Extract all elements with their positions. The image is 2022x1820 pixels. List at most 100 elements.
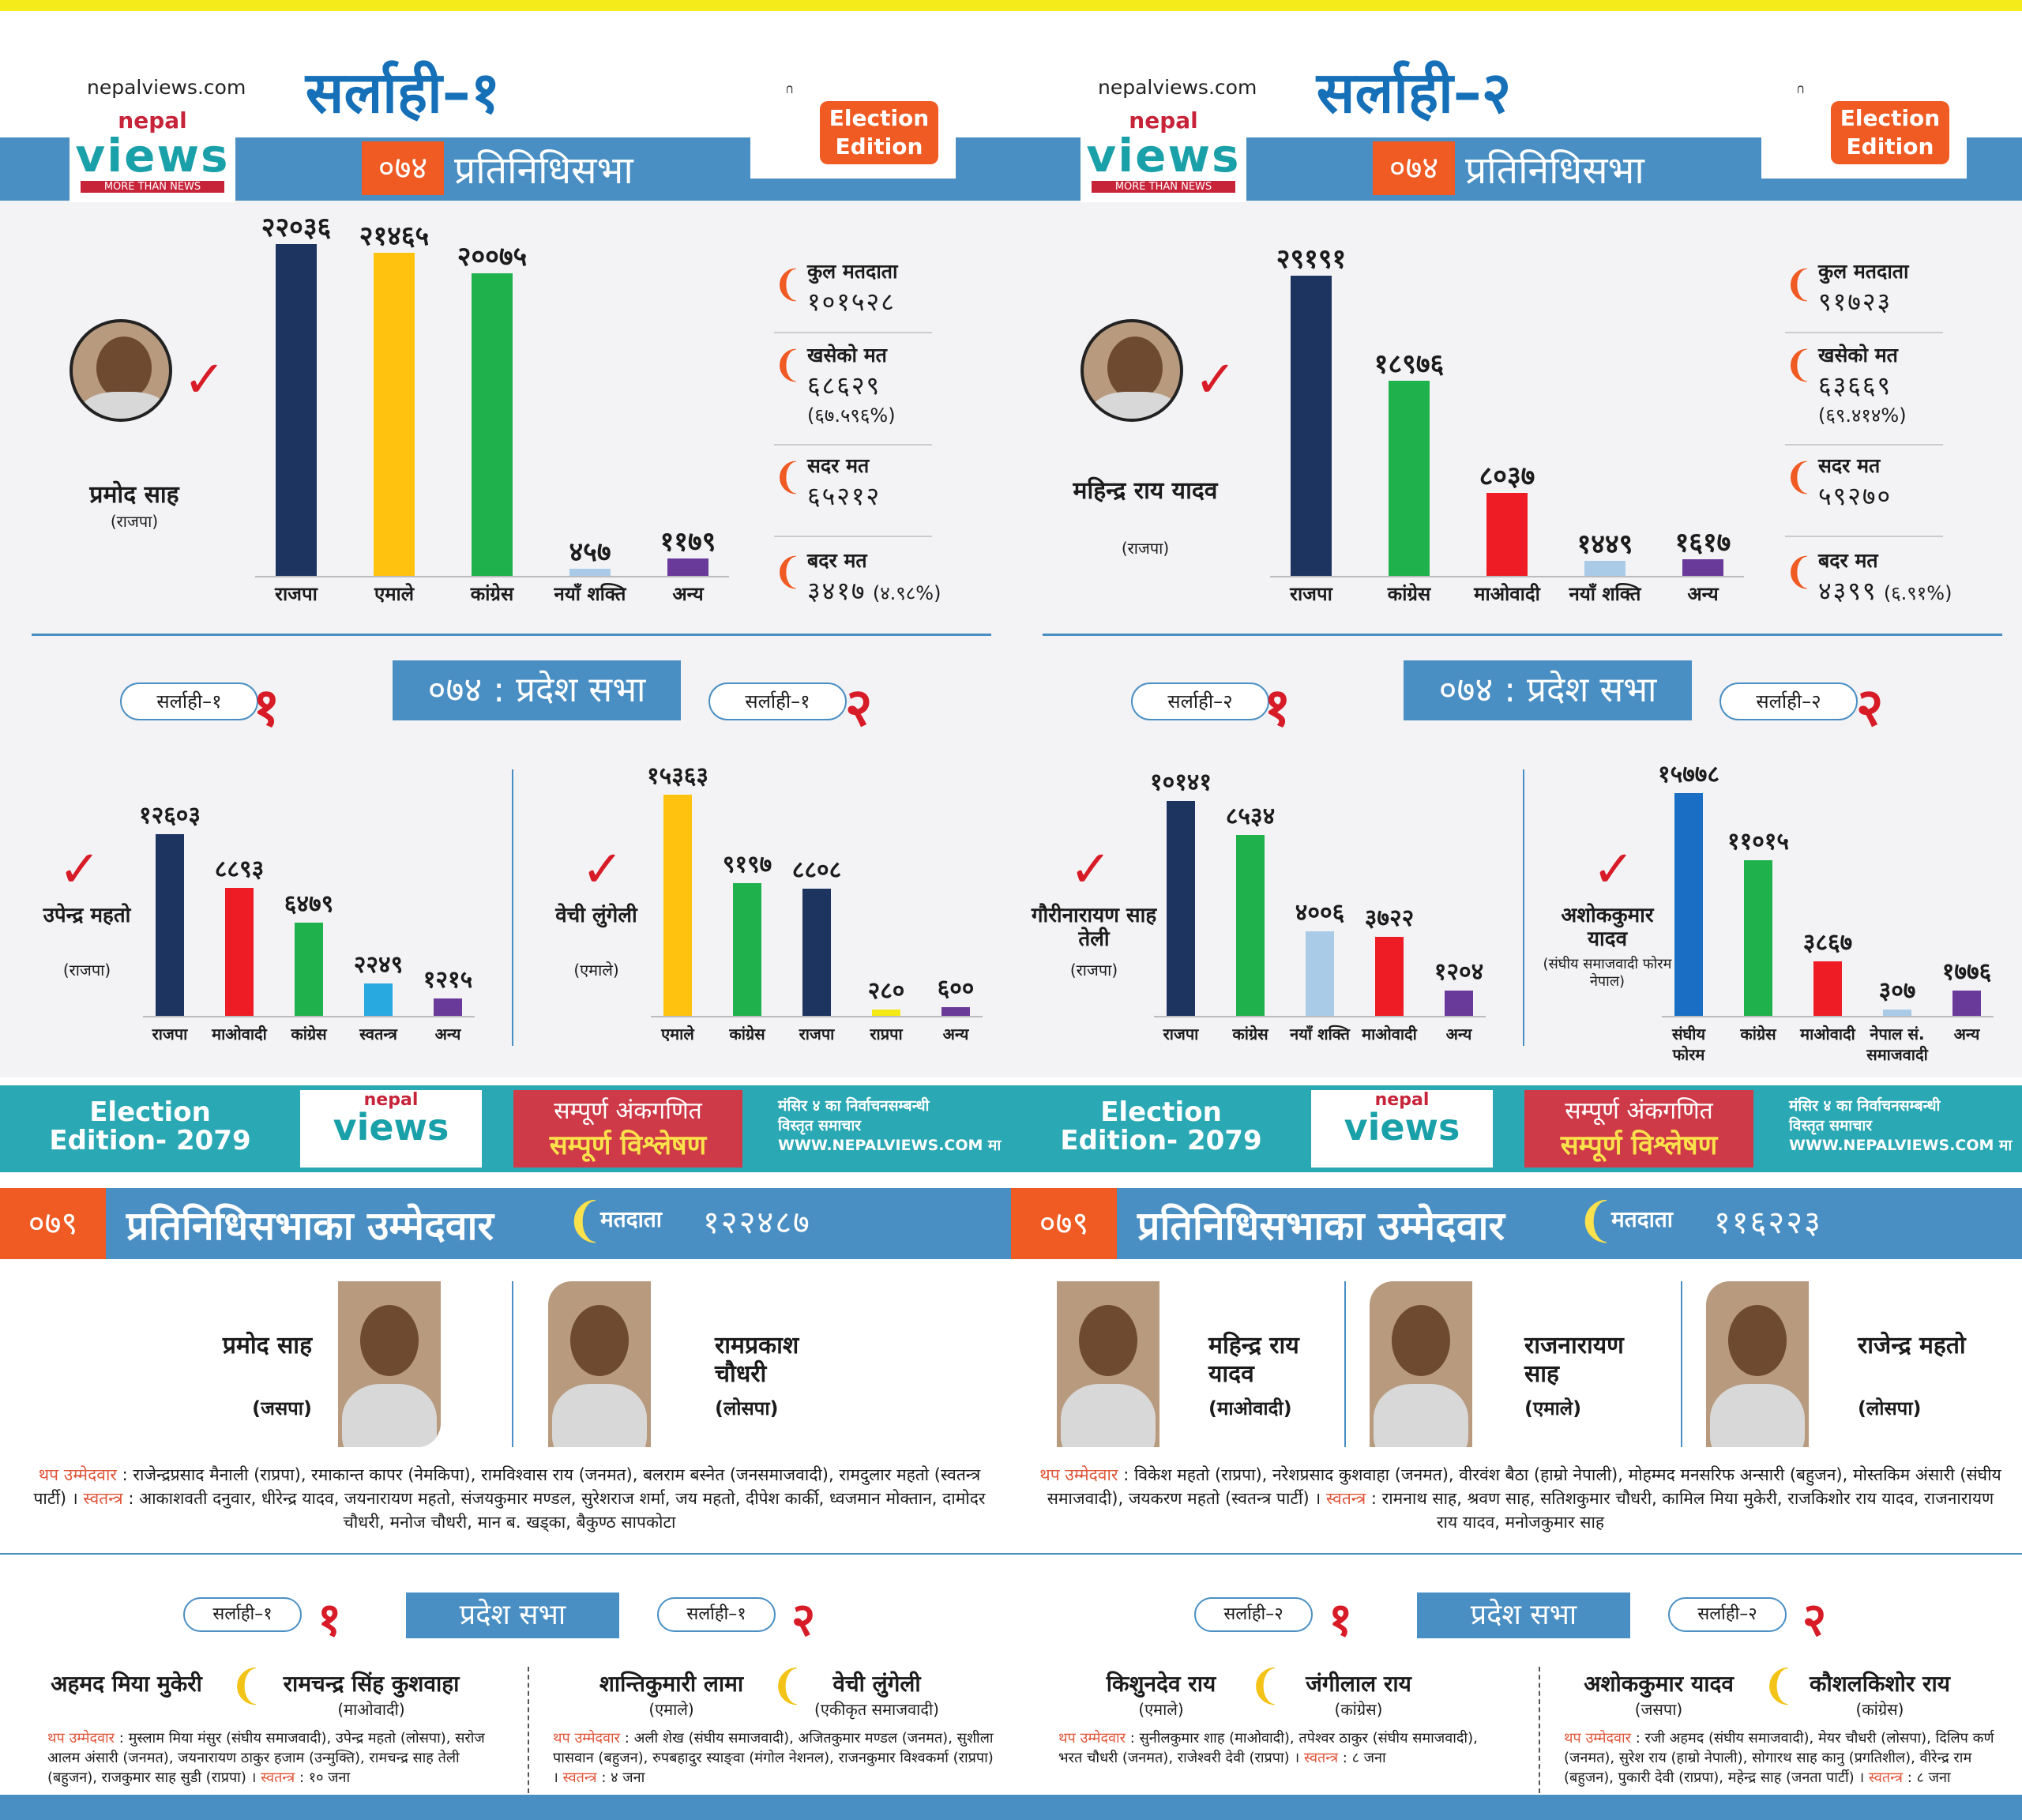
divider <box>774 536 932 537</box>
promo-banner[interactable]: Election Edition- 2079 nepal views सम्पूर… <box>0 1085 1011 1172</box>
category-label: कांग्रेस <box>729 1025 765 1043</box>
divider <box>1785 332 1943 333</box>
category-label: कांग्रेस <box>1387 583 1431 605</box>
category-label: कांग्रेस <box>470 583 514 605</box>
ps-pill-1: सर्लाही–२ <box>1194 1597 1313 1632</box>
logo-main: views <box>1344 1106 1460 1149</box>
stat-total-voters: कुल मतदाता १०१५२८ <box>807 258 898 318</box>
divider <box>1785 536 1943 537</box>
indep-count: ८ जना <box>1916 1769 1951 1786</box>
stat-value: ६५२१२ <box>807 481 881 511</box>
winner-check-icon: ✓ <box>1194 351 1237 409</box>
bar-value-label: ८०३७ <box>1479 461 1535 492</box>
house-label: प्रतिनिधिसभा <box>1465 149 1644 193</box>
stat-label: बदर मत <box>1818 549 1878 572</box>
winner-check-icon: ✓ <box>183 351 226 409</box>
bar-value-label: २२४९ <box>353 951 404 979</box>
banner-line: विस्तृत समाचार <box>778 1117 862 1134</box>
extra-candidates: थप उम्मेदवार : राजेन्द्रप्रसाद मैनाली (र… <box>33 1465 986 1532</box>
candidate-photo <box>1706 1281 1809 1447</box>
category-label: नयाँ शक्ति <box>554 583 626 605</box>
stat-label: बदर मत <box>807 549 867 572</box>
bar-2 <box>472 273 513 576</box>
candidate-name: प्रमोद साह <box>222 1332 312 1359</box>
indep-key: स्वतन्त्र <box>261 1769 295 1786</box>
logo-tagline: MORE THAN NEWS <box>81 181 224 193</box>
winner-party: (राजपा) <box>110 512 159 531</box>
bar-value-label: ४००६ <box>1295 899 1345 927</box>
banner-logo: nepal views <box>300 1090 482 1168</box>
banner-url: WWW.NEPALVIEWS.COM मा <box>1789 1137 2013 1154</box>
indep-key: स्वतन्त्र <box>1303 1750 1339 1766</box>
indep-text: रामनाथ साह, श्रवण साह, सतिशकुमार चौधरी, … <box>1381 1489 1994 1532</box>
ps-party: (माओवादी) <box>337 1700 405 1719</box>
ps-extra-2: थप उम्मेदवार : अली शेख (संघीय समाजवादी),… <box>553 1730 994 1786</box>
ps-title: प्रदेश सभा <box>1417 1592 1630 1638</box>
category-label: कांग्रेस <box>1232 1025 1268 1043</box>
winner-check-icon: ✓ <box>581 840 624 899</box>
promo-banner[interactable]: Election Edition- 2079 nepal views सम्पूर… <box>1011 1085 2022 1172</box>
bar-3 <box>1375 937 1404 1016</box>
chart-axis <box>1270 576 1744 577</box>
bar-value-label: २९१९१ <box>1276 243 1347 275</box>
bar-4 <box>1682 559 1723 576</box>
bar-2 <box>1486 493 1528 576</box>
bar-1 <box>1744 860 1772 1016</box>
banner-red-box: सम्पूर्ण अंकगणित सम्पूर्ण विश्लेषण <box>1524 1090 1753 1168</box>
category-label: राजपा <box>152 1025 188 1043</box>
banner-right-text: मंसिर ४ का निर्वाचनसम्बन्धी विस्तृत समाचा… <box>778 1096 1001 1156</box>
nepalviews-logo[interactable]: nepal views MORE THAN NEWS <box>70 100 235 202</box>
candidate-party: (जसपा) <box>252 1397 312 1420</box>
logo-main: views <box>1086 129 1241 182</box>
election-edition-badge: Election Edition <box>1761 93 1967 179</box>
stat-label: सदर मत <box>1818 454 1881 477</box>
ps-pill-2: सर्लाही–१ <box>657 1597 776 1632</box>
chart-axis <box>255 576 729 577</box>
banner-line: सम्पूर्ण अंकगणित <box>1565 1097 1713 1125</box>
stat-label: खसेको मत <box>807 344 887 367</box>
ps-party: (एकीकृत समाजवादी) <box>814 1700 939 1719</box>
bottom-bar <box>0 1795 2022 1820</box>
bar-value-label: १४४९ <box>1577 528 1633 560</box>
extra-key: थप उम्मेदवार <box>1058 1730 1126 1747</box>
bar-2 <box>1813 961 1842 1016</box>
province-title: ०७४ : प्रदेश सभा <box>393 660 681 720</box>
voters-count: १२२४८७ <box>703 1205 811 1241</box>
ps-candidate: रामचन्द्र सिंह कुशवाहा <box>283 1671 460 1697</box>
p1-winner-name: गौरीनारायण साह तेली <box>1031 904 1157 951</box>
bar-value-label: ८५३४ <box>1225 803 1276 830</box>
section-divider <box>0 1553 1011 1555</box>
indep-key: स्वतन्त्र <box>1868 1769 1903 1786</box>
candidate-name: रामप्रकाश चौधरी <box>715 1332 799 1388</box>
chart-axis <box>1154 1016 1486 1017</box>
winner-check-icon: ✓ <box>58 840 101 899</box>
curl-icon: ❨ <box>1761 1662 1796 1709</box>
divider <box>774 332 932 333</box>
constituency-panel-2: nepalviews.com nepal views MORE THAN NEW… <box>1011 11 2022 1820</box>
banner-red-box: सम्पूर्ण अंकगणित सम्पूर्ण विश्लेषण <box>513 1090 742 1168</box>
indep-key: स्वतन्त्र <box>83 1489 123 1508</box>
bar-value-label: ३०७ <box>1878 977 1916 1005</box>
province-number-2: २ <box>845 677 873 738</box>
candidate-name: राजेन्द्र महतो <box>1858 1332 1966 1359</box>
candidates-bar: ०७९ प्रतिनिधिसभाका उम्मेदवार ❨ मतदाता १२… <box>0 1188 1011 1259</box>
ps-candidate: अहमद मिया मुकेरी <box>51 1671 202 1697</box>
category-label: अन्य <box>672 583 704 605</box>
category-label: एमाले <box>661 1025 694 1043</box>
extra-text: सुनीलकुमार शाह (माओवादी), तपेश्वर ठाकुर … <box>1058 1730 1478 1766</box>
bar-value-label: ११०१५ <box>1727 828 1789 855</box>
candidate-photo <box>338 1281 441 1447</box>
dashed-divider <box>528 1667 529 1793</box>
province-pill-1: सर्लाही–१ <box>120 682 258 720</box>
province-pill-2: सर्लाही–२ <box>1719 682 1858 720</box>
province-number-1: १ <box>1264 677 1291 738</box>
stat-curl-icon: ❨ <box>772 455 803 498</box>
stat-value: ६३६६९ <box>1818 370 1892 400</box>
nepalviews-logo[interactable]: nepal views MORE THAN NEWS <box>1081 100 1246 202</box>
ps-number-1: १ <box>318 1592 342 1646</box>
candidates-bar: ०७९ प्रतिनिधिसभाका उम्मेदवार ❨ मतदाता ११… <box>1011 1188 2022 1259</box>
site-url[interactable]: nepalviews.com <box>87 76 246 99</box>
bar-value-label: १५७७८ <box>1658 761 1719 788</box>
site-url[interactable]: nepalviews.com <box>1098 76 1257 99</box>
stat-curl-icon: ❨ <box>772 262 803 305</box>
